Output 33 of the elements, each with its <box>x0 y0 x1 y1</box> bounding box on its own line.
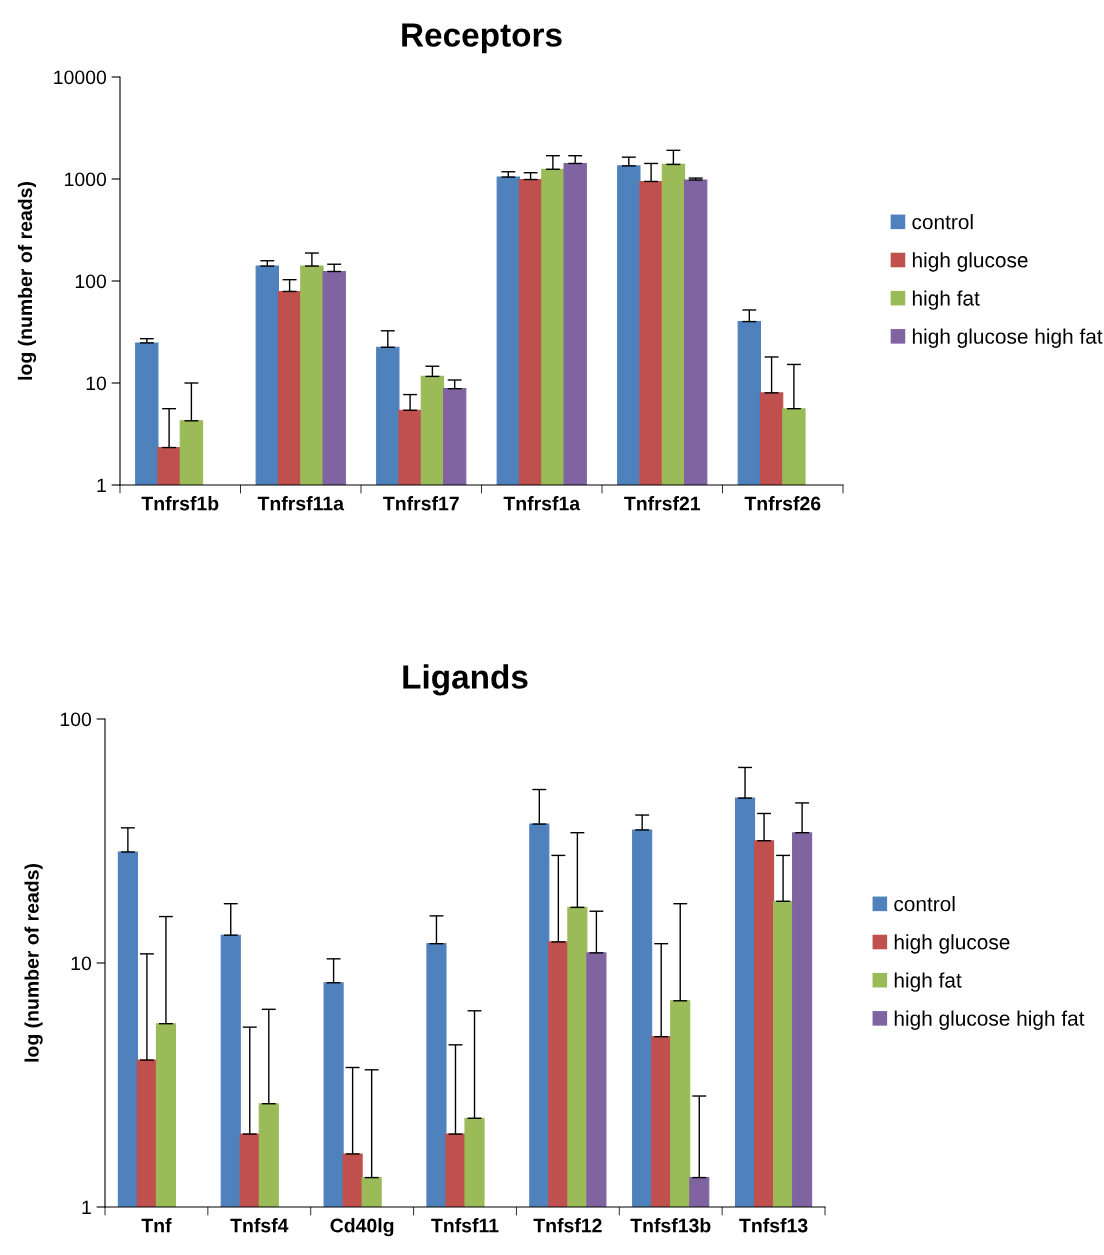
y-tick-label: 1 <box>82 1200 91 1215</box>
y-axis-title: log (number of reads) <box>24 864 43 1062</box>
x-tick-label: Tnfrsf11a <box>257 496 345 511</box>
chart-title: Receptors <box>402 23 562 54</box>
x-tick-label: Tnfrsf21 <box>624 496 701 511</box>
legend-label: control <box>894 896 955 912</box>
legend-label: high fat <box>894 972 962 992</box>
y-tick-label: 1000 <box>65 172 107 187</box>
legend-label: high glucose high fat <box>894 1010 1085 1030</box>
y-tick-label: 10 <box>86 376 107 391</box>
x-tick-label: Tnfrsf1b <box>141 496 219 511</box>
x-tick-label: Tnfrsf1a <box>503 496 581 511</box>
chart-title: Ligands <box>403 664 528 696</box>
x-tick-label: Tnfrsf26 <box>744 496 821 511</box>
y-axis-title: log (number of reads) <box>17 182 37 380</box>
y-tick-label: 10 <box>71 956 92 971</box>
y-tick-label: 10000 <box>54 70 107 85</box>
y-tick-label: 100 <box>60 712 92 727</box>
x-tick-label: Tnfsf13 <box>739 1218 808 1233</box>
legend-label: high fat <box>912 290 980 310</box>
legend-label: high glucose <box>894 934 1010 954</box>
y-tick-label: 1 <box>97 478 106 493</box>
legend-label: high glucose high fat <box>912 328 1103 348</box>
legend-label: high glucose <box>912 252 1028 272</box>
x-tick-label: Tnf <box>141 1218 172 1233</box>
x-tick-label: Tnfsf4 <box>230 1218 289 1233</box>
x-tick-label: Tnfsf11 <box>431 1218 499 1233</box>
legend-label: control <box>912 214 973 230</box>
x-tick-label: Tnfrsf17 <box>383 496 459 511</box>
x-tick-label: Tnfsf13b <box>630 1218 711 1233</box>
x-tick-label: Cd40lg <box>330 1218 394 1237</box>
y-tick-label: 100 <box>75 274 107 289</box>
x-tick-label: Tnfsf12 <box>533 1218 602 1233</box>
